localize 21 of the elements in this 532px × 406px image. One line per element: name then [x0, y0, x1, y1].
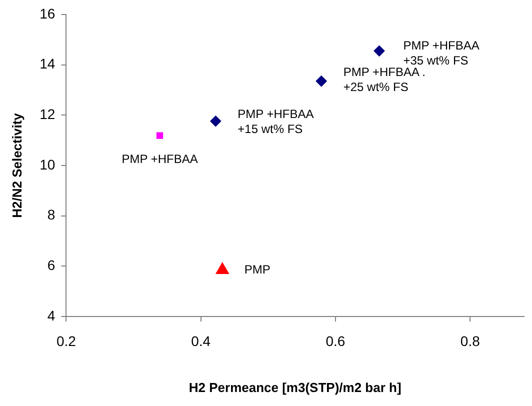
point	[156, 132, 164, 139]
annotation: PMP +HFBAA +15 wt% FS	[238, 106, 314, 136]
y-tick-label: 8	[47, 206, 56, 223]
point	[210, 116, 222, 127]
point	[216, 262, 229, 274]
y-tick-label: 4	[47, 307, 56, 324]
y-tick-label: 14	[40, 56, 56, 72]
annotation: PMP	[244, 262, 270, 276]
x-tick-label: 0.8	[460, 332, 480, 349]
x-tick-label: 0.4	[191, 332, 211, 349]
y-tick-label: 16	[40, 5, 56, 22]
annotation: PMP +HFBAA	[122, 152, 198, 166]
point	[316, 76, 327, 87]
point	[374, 45, 385, 56]
y-tick-label: 6	[47, 257, 56, 274]
y-tick-label: 12	[40, 106, 56, 122]
y-tick-label: 10	[40, 156, 56, 172]
x-tick-label: 0.2	[56, 332, 76, 349]
y-axis-title: H2/N2 Selectivity	[9, 112, 24, 218]
x-tick-label: 0.6	[326, 332, 346, 349]
x-axis-title: H2 Permeance [m3(STP)/m2 bar h]	[188, 380, 402, 395]
